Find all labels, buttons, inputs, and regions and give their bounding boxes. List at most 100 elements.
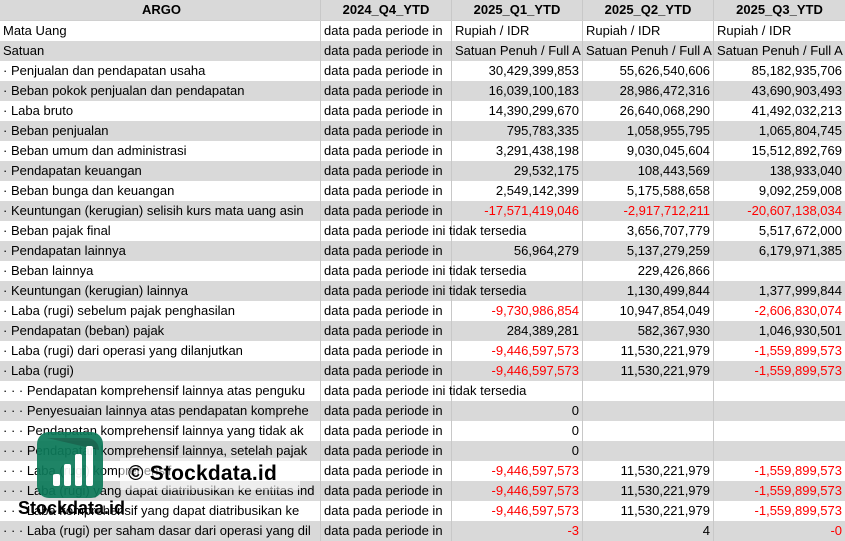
cell-2025-q3[interactable]: 6,179,971,385 [713, 241, 845, 261]
row-label[interactable]: · Beban bunga dan keuangan [3, 183, 175, 198]
row-label[interactable]: · Beban pajak final [3, 223, 111, 238]
cell-2025-q2[interactable]: 26,640,068,290 [582, 101, 713, 121]
cell-2025-q1[interactable]: -17,571,419,046 [451, 201, 582, 221]
cell-2025-q3[interactable]: 41,492,032,213 [713, 101, 845, 121]
cell-2024-q4[interactable]: data pada periode ini tidak tersedia [320, 221, 526, 241]
cell-2024-q4[interactable]: data pada periode in [320, 321, 451, 341]
header-2025-q2[interactable]: 2025_Q2_YTD [582, 0, 713, 20]
cell-2025-q1[interactable]: 0 [451, 441, 582, 461]
cell-2025-q2[interactable] [582, 421, 713, 441]
cell-2025-q1[interactable] [451, 281, 582, 301]
header-2024-q4[interactable]: 2024_Q4_YTD [320, 0, 451, 20]
cell-2025-q1[interactable]: 16,039,100,183 [451, 81, 582, 101]
cell-2025-q1[interactable]: -9,730,986,854 [451, 301, 582, 321]
row-label[interactable]: Mata Uang [3, 23, 67, 38]
cell-2025-q3[interactable]: -2,606,830,074 [713, 301, 845, 321]
cell-2025-q2[interactable] [582, 441, 713, 461]
row-label[interactable]: · Laba (rugi) sebelum pajak penghasilan [3, 303, 235, 318]
cell-2025-q1[interactable]: 2,549,142,399 [451, 181, 582, 201]
cell-2025-q3[interactable] [713, 381, 845, 401]
row-label[interactable]: · · · Pendapatan komprehensif lainnya at… [3, 383, 306, 398]
cell-2025-q2[interactable]: -2,917,712,211 [582, 201, 713, 221]
row-label[interactable]: · Pendapatan lainnya [3, 243, 126, 258]
row-label[interactable]: · Penjualan dan pendapatan usaha [3, 63, 206, 78]
cell-2025-q2[interactable]: 3,656,707,779 [582, 221, 713, 241]
cell-2024-q4[interactable]: data pada periode in [320, 401, 451, 421]
cell-2024-q4[interactable]: data pada periode ini tidak tersedia [320, 261, 526, 281]
cell-2025-q2[interactable]: 11,530,221,979 [582, 341, 713, 361]
cell-2025-q2[interactable] [582, 401, 713, 421]
cell-2025-q3[interactable] [713, 401, 845, 421]
row-label[interactable]: · Pendapatan (beban) pajak [3, 323, 165, 338]
cell-2025-q2[interactable] [582, 381, 713, 401]
cell-2025-q2[interactable]: 108,443,569 [582, 161, 713, 181]
row-label[interactable]: · Keuntungan (kerugian) selisih kurs mat… [3, 203, 304, 218]
cell-2025-q2[interactable]: 582,367,930 [582, 321, 713, 341]
cell-2025-q3[interactable]: 43,690,903,493 [713, 81, 845, 101]
cell-2025-q2[interactable]: 5,137,279,259 [582, 241, 713, 261]
cell-2025-q2[interactable]: Satuan Penuh / Full A [582, 41, 713, 61]
cell-2025-q1[interactable]: -9,446,597,573 [451, 341, 582, 361]
cell-2025-q3[interactable]: -1,559,899,573 [713, 501, 845, 521]
cell-2025-q2[interactable]: 11,530,221,979 [582, 501, 713, 521]
cell-2025-q3[interactable]: 138,933,040 [713, 161, 845, 181]
cell-2025-q1[interactable] [451, 381, 582, 401]
cell-2025-q3[interactable]: 5,517,672,000 [713, 221, 845, 241]
cell-2025-q2[interactable]: 10,947,854,049 [582, 301, 713, 321]
cell-2025-q3[interactable]: 1,377,999,844 [713, 281, 845, 301]
cell-2024-q4[interactable]: data pada periode in [320, 241, 451, 261]
cell-2025-q3[interactable]: -1,559,899,573 [713, 341, 845, 361]
cell-2025-q1[interactable]: 795,783,335 [451, 121, 582, 141]
cell-2025-q3[interactable]: -1,559,899,573 [713, 481, 845, 501]
row-label[interactable]: · Laba (rugi) [3, 363, 74, 378]
cell-2025-q1[interactable]: -9,446,597,573 [451, 501, 582, 521]
cell-2024-q4[interactable]: data pada periode in [320, 341, 451, 361]
cell-2025-q2[interactable]: 229,426,866 [582, 261, 713, 281]
cell-2024-q4[interactable]: data pada periode in [320, 501, 451, 521]
row-label[interactable]: · · · Laba komprehensif yang dapat diatr… [3, 503, 300, 518]
cell-2024-q4[interactable]: data pada periode in [320, 461, 451, 481]
cell-2025-q3[interactable]: 85,182,935,706 [713, 61, 845, 81]
cell-2025-q2[interactable]: 1,058,955,795 [582, 121, 713, 141]
row-label[interactable]: · Pendapatan keuangan [3, 163, 142, 178]
cell-2024-q4[interactable]: data pada periode in [320, 61, 451, 81]
cell-2025-q3[interactable] [713, 441, 845, 461]
cell-2025-q1[interactable]: 30,429,399,853 [451, 61, 582, 81]
cell-2025-q2[interactable]: 28,986,472,316 [582, 81, 713, 101]
cell-2024-q4[interactable]: data pada periode ini tidak tersedia [320, 281, 526, 301]
cell-2024-q4[interactable]: data pada periode in [320, 121, 451, 141]
cell-2025-q1[interactable]: 0 [451, 421, 582, 441]
cell-2024-q4[interactable]: data pada periode in [320, 141, 451, 161]
cell-2025-q1[interactable]: 284,389,281 [451, 321, 582, 341]
cell-2024-q4[interactable]: data pada periode in [320, 41, 451, 61]
cell-2025-q3[interactable] [713, 261, 845, 281]
cell-2025-q1[interactable]: Rupiah / IDR [451, 21, 582, 41]
cell-2024-q4[interactable]: data pada periode in [320, 161, 451, 181]
cell-2025-q2[interactable]: 11,530,221,979 [582, 461, 713, 481]
cell-2025-q3[interactable]: -0 [713, 521, 845, 541]
cell-2025-q3[interactable]: 9,092,259,008 [713, 181, 845, 201]
row-label[interactable]: · · · Laba (rugi) per saham dasar dari o… [3, 523, 311, 538]
cell-2024-q4[interactable]: data pada periode in [320, 81, 451, 101]
row-label[interactable]: · Laba (rugi) dari operasi yang dilanjut… [3, 343, 243, 358]
cell-2024-q4[interactable]: data pada periode in [320, 521, 451, 541]
cell-2025-q1[interactable]: -9,446,597,573 [451, 361, 582, 381]
cell-2025-q1[interactable]: 0 [451, 401, 582, 421]
cell-2024-q4[interactable]: data pada periode in [320, 361, 451, 381]
cell-2025-q2[interactable]: 11,530,221,979 [582, 481, 713, 501]
cell-2024-q4[interactable]: data pada periode in [320, 21, 451, 41]
header-company[interactable]: ARGO [142, 2, 181, 17]
cell-2025-q3[interactable]: -1,559,899,573 [713, 361, 845, 381]
row-label[interactable]: · Keuntungan (kerugian) lainnya [3, 283, 189, 298]
cell-2025-q1[interactable]: 3,291,438,198 [451, 141, 582, 161]
cell-2025-q2[interactable]: 11,530,221,979 [582, 361, 713, 381]
cell-2025-q1[interactable]: 29,532,175 [451, 161, 582, 181]
header-2025-q3[interactable]: 2025_Q3_YTD [713, 0, 845, 20]
cell-2025-q1[interactable]: -9,446,597,573 [451, 481, 582, 501]
cell-2025-q1[interactable] [451, 221, 582, 241]
cell-2025-q3[interactable]: Rupiah / IDR [713, 21, 845, 41]
row-label[interactable]: · · · Penyesuaian lainnya atas pendapata… [3, 403, 309, 418]
cell-2025-q2[interactable]: 55,626,540,606 [582, 61, 713, 81]
row-label[interactable]: · Beban umum dan administrasi [3, 143, 187, 158]
cell-2025-q3[interactable]: 15,512,892,769 [713, 141, 845, 161]
